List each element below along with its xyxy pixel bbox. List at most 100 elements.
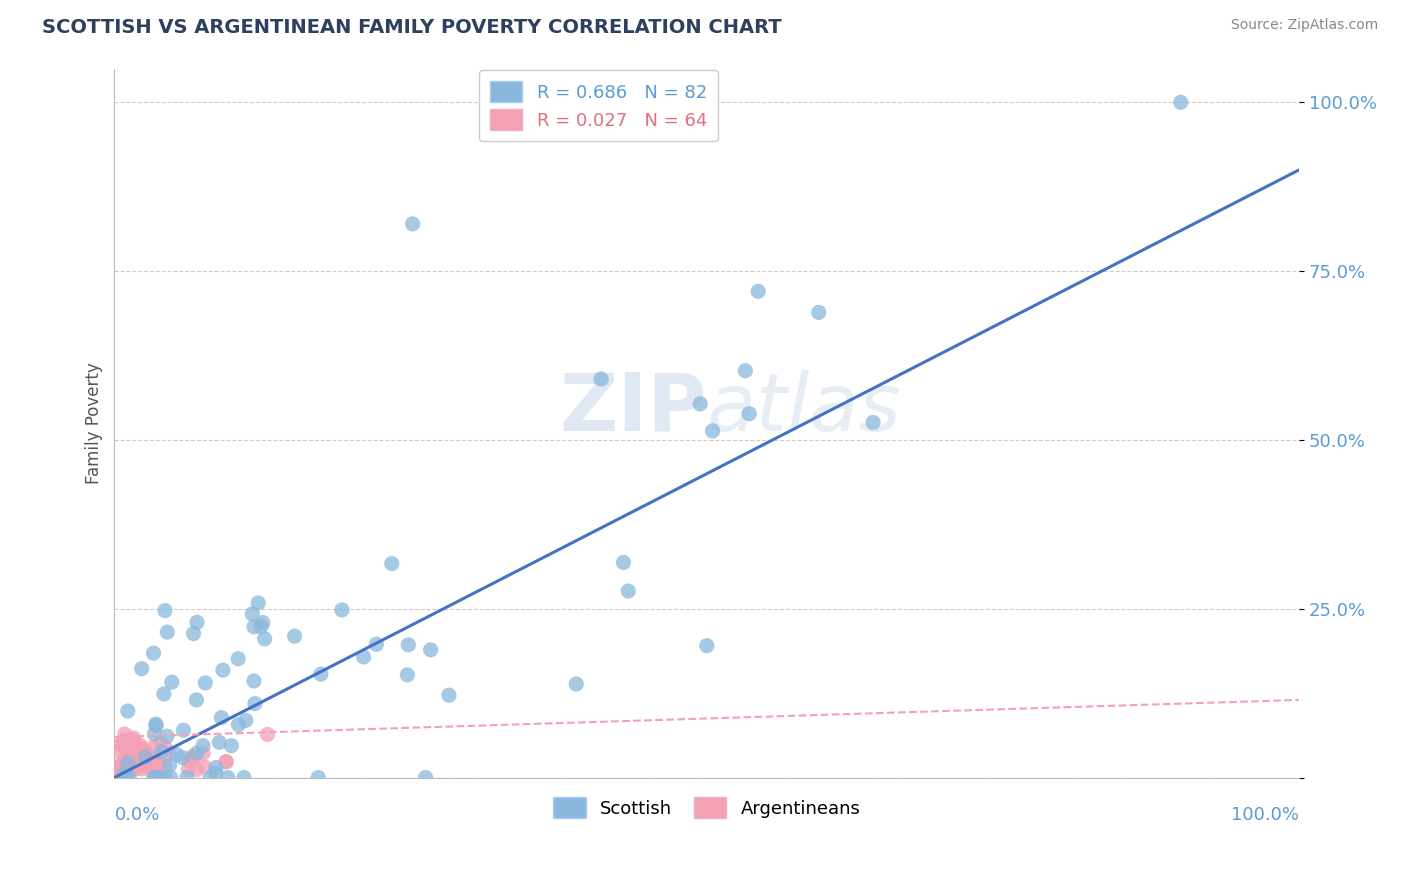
Point <box>243 697 266 711</box>
Point <box>114 727 136 741</box>
Point <box>153 759 176 773</box>
Point <box>250 619 273 633</box>
Point <box>148 771 170 785</box>
Point <box>117 704 139 718</box>
Point <box>127 749 149 764</box>
Point <box>122 731 145 745</box>
Point <box>143 739 166 754</box>
Point <box>132 748 155 763</box>
Point <box>419 643 441 657</box>
Point <box>1170 95 1192 110</box>
Point <box>108 762 131 776</box>
Point <box>143 752 166 766</box>
Point <box>105 761 128 775</box>
Point <box>353 650 375 665</box>
Point <box>121 750 143 764</box>
Point <box>235 714 257 728</box>
Point <box>143 771 166 785</box>
Point <box>146 761 169 775</box>
Point <box>381 557 404 571</box>
Point <box>112 767 135 781</box>
Point <box>118 755 141 769</box>
Point <box>689 397 711 411</box>
Point <box>166 747 188 762</box>
Point <box>143 771 166 785</box>
Point <box>118 753 141 767</box>
Point <box>131 662 153 676</box>
Text: atlas: atlas <box>707 370 901 448</box>
Point <box>177 762 200 776</box>
Point <box>124 751 146 765</box>
Point <box>307 771 329 785</box>
Point <box>415 771 437 785</box>
Point <box>172 750 194 764</box>
Point <box>143 727 166 741</box>
Point <box>191 746 214 760</box>
Point <box>157 747 180 761</box>
Point <box>176 771 198 785</box>
Point <box>129 738 152 752</box>
Point <box>134 747 156 761</box>
Point <box>191 739 214 753</box>
Point <box>120 763 142 777</box>
Point <box>156 729 179 743</box>
Point <box>172 723 194 738</box>
Point <box>135 748 157 763</box>
Point <box>243 620 266 634</box>
Point <box>284 629 307 643</box>
Point <box>159 771 181 785</box>
Point <box>128 755 150 769</box>
Point <box>205 766 228 780</box>
Point <box>160 675 183 690</box>
Point <box>366 637 388 651</box>
Point <box>153 687 176 701</box>
Point <box>183 751 205 765</box>
Point <box>124 740 146 755</box>
Point <box>117 756 139 770</box>
Point <box>200 771 222 785</box>
Y-axis label: Family Poverty: Family Poverty <box>86 362 103 484</box>
Point <box>738 407 761 421</box>
Point <box>124 753 146 767</box>
Point <box>228 717 250 731</box>
Point <box>253 632 276 646</box>
Point <box>131 762 153 776</box>
Point <box>702 424 724 438</box>
Point <box>183 626 205 640</box>
Point <box>179 755 201 769</box>
Point <box>209 711 232 725</box>
Point <box>252 615 274 630</box>
Point <box>146 757 169 772</box>
Point <box>221 739 243 753</box>
Point <box>243 673 266 688</box>
Point <box>396 638 419 652</box>
Point <box>247 596 270 610</box>
Text: ZIP: ZIP <box>560 370 707 448</box>
Point <box>240 607 263 621</box>
Text: Source: ZipAtlas.com: Source: ZipAtlas.com <box>1230 18 1378 32</box>
Point <box>150 745 173 759</box>
Point <box>110 737 132 751</box>
Point <box>135 759 157 773</box>
Point <box>232 771 254 785</box>
Point <box>159 758 181 772</box>
Point <box>115 742 138 756</box>
Legend: Scottish, Argentineans: Scottish, Argentineans <box>546 790 868 825</box>
Point <box>193 760 215 774</box>
Point <box>135 747 157 761</box>
Point <box>134 750 156 764</box>
Point <box>734 364 756 378</box>
Point <box>115 771 138 785</box>
Point <box>125 751 148 765</box>
Point <box>110 761 132 775</box>
Point <box>129 741 152 756</box>
Point <box>256 727 278 741</box>
Point <box>401 217 423 231</box>
Point <box>591 372 613 386</box>
Point <box>617 584 640 599</box>
Point <box>122 761 145 775</box>
Point <box>181 749 204 764</box>
Point <box>437 688 460 702</box>
Text: 0.0%: 0.0% <box>114 806 160 824</box>
Point <box>807 305 830 319</box>
